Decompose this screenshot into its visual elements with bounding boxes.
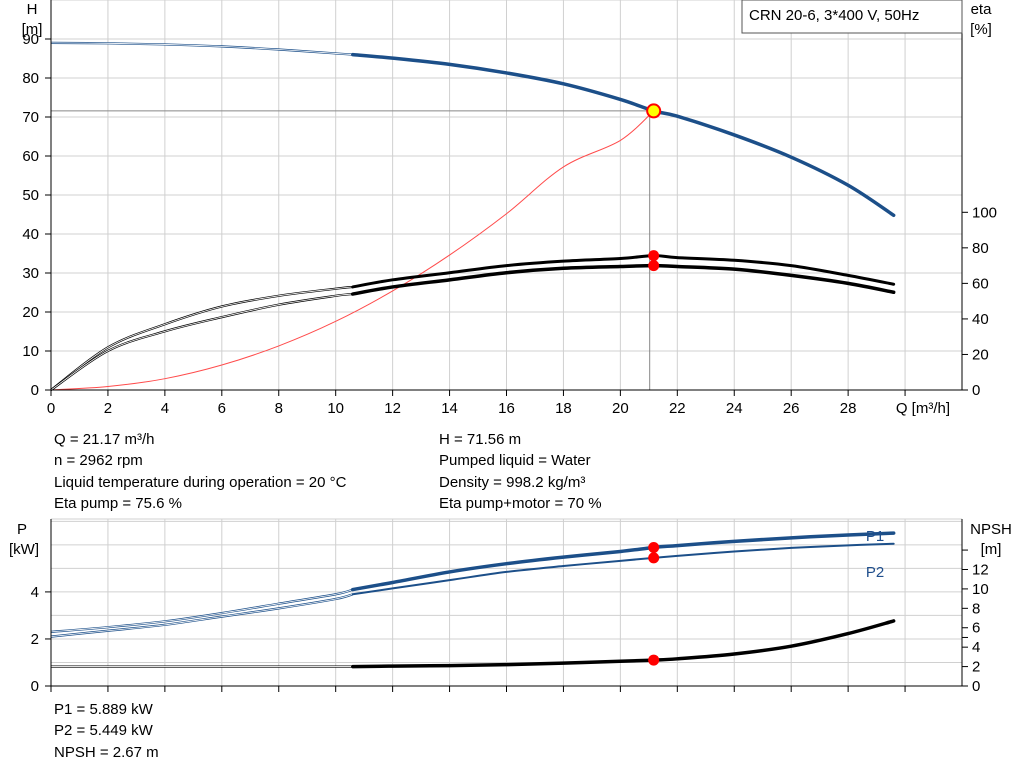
npsh-tick-label: 0 [972, 678, 980, 695]
info-pumped-liquid: Pumped liquid = Water [439, 452, 591, 470]
info-flow: Q = 21.17 m³/h [54, 431, 155, 448]
x-tick-label: 0 [47, 400, 55, 417]
x-tick-label: 16 [498, 400, 515, 417]
y-tick-label: 0 [31, 382, 39, 399]
npsh-tick-label: 12 [972, 561, 989, 578]
power-info: P1 = 5.889 kW P2 = 5.449 kW NPSH = 2.67 … [54, 699, 159, 763]
x-tick-label: 6 [218, 400, 226, 417]
npsh-tick-label: 4 [972, 639, 980, 656]
duty-point-npsh [648, 654, 660, 666]
head-extrapolated-inner [50, 42, 353, 55]
x-tick-label: 20 [612, 400, 629, 417]
x-tick-label: 18 [555, 400, 572, 417]
npsh-tick-label: 6 [972, 620, 980, 637]
p1-curve [351, 531, 896, 592]
duty-info-right: H = 71.56 m Pumped liquid = Water Densit… [439, 429, 602, 514]
y-axis-label: H [27, 1, 38, 18]
y-tick-label: 50 [22, 187, 39, 204]
p1-curve-label: P1 [866, 528, 884, 545]
top-chart-grid [50, 0, 962, 391]
eta-tick-label: 40 [972, 311, 989, 328]
eta-tick-label: 60 [972, 275, 989, 292]
duty-info-left: Q = 21.17 m³/h n = 2962 rpm Liquid tempe… [54, 429, 346, 514]
info-density: Density = 998.2 kg/m³ [439, 473, 586, 491]
eta-pump-motor-extrapolated [50, 292, 353, 391]
y-tick-label: 10 [22, 343, 39, 360]
eta-pump-extrapolated-inner [50, 286, 353, 391]
x-tick-label: 8 [275, 400, 283, 417]
head-extrapolated [50, 41, 353, 56]
p-axis-unit: [kW] [9, 541, 39, 558]
info-npsh: NPSH = 2.67 m [54, 743, 159, 761]
y-axis-unit: [m] [22, 21, 43, 38]
y-tick-label: 40 [22, 226, 39, 243]
legend-box: CRN 20-6, 3*400 V, 50Hz [741, 0, 963, 34]
x-tick-label: 26 [783, 400, 800, 417]
chart-axes [45, 0, 968, 692]
duty-point-head [646, 103, 662, 119]
eta-tick-label: 20 [972, 346, 989, 363]
eta-axis-label: eta [971, 1, 993, 18]
duty-point-p2 [648, 552, 660, 564]
p2-curve [351, 542, 895, 596]
eta-pump-motor-extrapolated-inner [50, 293, 353, 391]
x-axis-label: Q [m³/h] [896, 400, 950, 417]
duty-point-eta-pump-motor [648, 260, 660, 272]
p2-curve-label: P2 [866, 564, 884, 581]
npsh-tick-label: 10 [972, 581, 989, 598]
x-tick-label: 12 [384, 400, 401, 417]
x-tick-label: 28 [840, 400, 857, 417]
p1-extrapolated-inner [50, 589, 353, 633]
x-tick-label: 22 [669, 400, 686, 417]
info-p1: P1 = 5.889 kW [54, 701, 153, 718]
x-tick-label: 4 [161, 400, 169, 417]
head-curve [351, 52, 896, 218]
info-p2: P2 = 5.449 kW [54, 722, 153, 740]
p1-extrapolated [50, 588, 354, 633]
x-tick-label: 24 [726, 400, 743, 417]
info-head: H = 71.56 m [439, 431, 522, 448]
y-tick-label: 60 [22, 148, 39, 165]
bottom-chart-grid [50, 518, 962, 687]
y-tick-label: 90 [22, 31, 39, 48]
eta-pump-curve [351, 254, 896, 289]
eta-tick-label: 80 [972, 240, 989, 257]
npsh-axis-unit: [m] [981, 541, 1002, 558]
info-eta-pump: Eta pump = 75.6 % [54, 494, 182, 512]
npsh-curve [351, 619, 896, 669]
info-eta-pump-motor: Eta pump+motor = 70 % [439, 494, 602, 512]
chart-labels: 0 2 4 6 8 10 12 14 16 18 20 22 24 26 28 Q [m³/h]0102030… [9, 1, 1012, 695]
p-axis-label: P [17, 521, 27, 538]
duty-points [646, 103, 662, 666]
eta-tick-label: 0 [972, 382, 980, 399]
npsh-tick-label: 8 [972, 600, 980, 617]
x-tick-label: 14 [441, 400, 458, 417]
eta-pump-extrapolated [50, 285, 353, 391]
x-tick-label: 2 [104, 400, 112, 417]
y-tick-label: 30 [22, 265, 39, 282]
p-tick-label: 2 [31, 631, 39, 648]
info-speed: n = 2962 rpm [54, 452, 143, 470]
eta-tick-label: 100 [972, 204, 997, 221]
duty-point-p1 [648, 541, 660, 553]
p2-extrapolated-inner [50, 593, 353, 638]
x-tick-label: 10 [327, 400, 344, 417]
y-tick-label: 70 [22, 109, 39, 126]
duty-point-eta-pump [648, 250, 660, 262]
y-tick-label: 20 [22, 304, 39, 321]
npsh-tick-label: 2 [972, 659, 980, 676]
p-tick-label: 0 [31, 678, 39, 695]
eta-pump-motor-curve [351, 263, 896, 296]
p-tick-label: 4 [31, 584, 39, 601]
y-tick-label: 80 [22, 70, 39, 87]
eta-axis-unit: [%] [970, 21, 992, 38]
info-liquid-temperature: Liquid temperature during operation = 20… [54, 473, 347, 491]
legend-text: CRN 20-6, 3*400 V, 50Hz [749, 7, 919, 24]
system-curve [50, 110, 655, 391]
chart-curves [50, 41, 896, 669]
npsh-axis-label: NPSH [970, 521, 1012, 538]
